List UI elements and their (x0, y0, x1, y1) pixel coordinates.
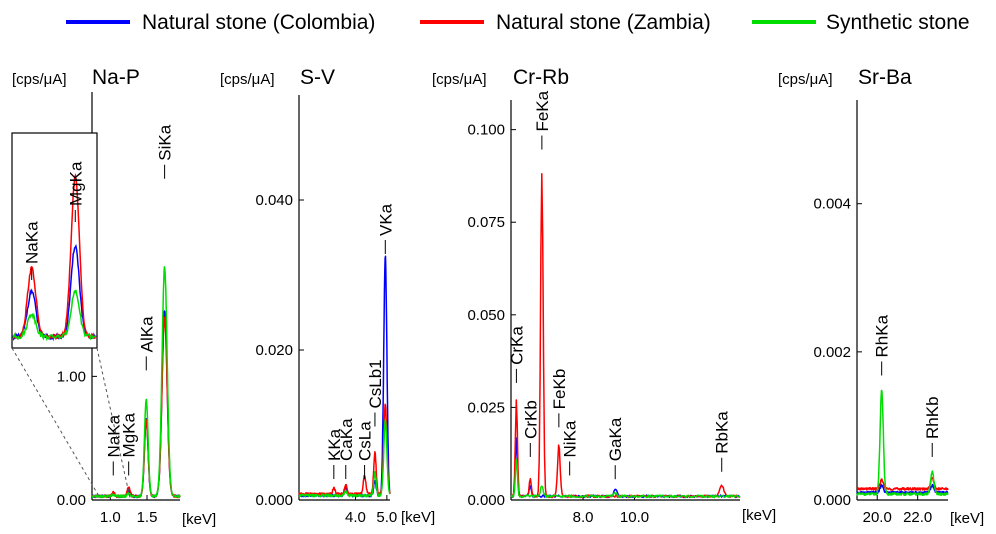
peak-label: VKa (376, 203, 395, 236)
peak-label: NiKa (561, 420, 580, 457)
panel-cr-rb-kev: [keV] (742, 507, 776, 524)
spectrum-line (856, 389, 949, 497)
y-tick-label: 0.025 (467, 399, 505, 416)
panel-sr-ba: [cps/μA] Sr-Ba 0.000 0.002 0.004 20.0 22.0 Rh… (778, 66, 984, 527)
panel-na-p-inset: NaKa MgKa (11, 132, 131, 499)
spectrum-line (511, 173, 741, 499)
spectrum-line (91, 266, 181, 499)
y-tick-label: 0.000 (255, 492, 293, 509)
y-tick-label: 0.100 (467, 122, 505, 139)
y-tick-label: 0.075 (467, 214, 505, 231)
panel-na-p-title: Na-P (92, 66, 140, 89)
y-tick-label: 0.002 (813, 344, 851, 361)
y-tick-label: 0.000 (467, 492, 505, 509)
panel-s-v: [cps/μA] S-V 0.000 0.020 0.040 4.0 5.0 KKaCaK… (220, 66, 435, 526)
peak-label: CrKb (521, 400, 540, 439)
panel-na-p-unit: [cps/μA] (12, 71, 67, 88)
y-tick-label: 0.020 (255, 342, 293, 359)
peak-label: RhKa (873, 314, 892, 357)
panel-s-v-kev: [keV] (401, 509, 435, 526)
peak-label: CsLb1 (366, 359, 385, 408)
peak-label: CaKa (337, 418, 356, 461)
panel-cr-rb-title: Cr-Rb (513, 66, 569, 89)
x-tick-label: 4.0 (345, 509, 366, 526)
inset-connector-left (11, 347, 101, 499)
legend-label-synthetic: Synthetic stone (826, 11, 970, 34)
panel-na-p-kev: [keV] (182, 511, 216, 528)
y-tick-label: 1.00 (57, 368, 86, 385)
panel-na-p: [cps/μA] Na-P 0.001.001.0 1.5NaKaMgKaAlKa… (12, 66, 216, 528)
legend-label-zambia: Natural stone (Zambia) (496, 11, 711, 34)
inset-peak-label: MgKa (66, 161, 85, 206)
x-tick-label: 8.0 (573, 509, 594, 526)
x-tick-label: 10.0 (620, 509, 649, 526)
y-tick-label: 0.050 (467, 307, 505, 324)
inset-peak-label: NaKa (23, 221, 42, 264)
panel-cr-rb: [cps/μA] Cr-Rb 0.000 0.025 0.050 0.075 0.100… (432, 66, 776, 526)
inset-spectrum-line (12, 173, 97, 341)
y-tick-label: 0.000 (813, 492, 851, 509)
peak-label: AlKa (137, 316, 156, 352)
x-tick-label: 1.0 (100, 509, 121, 526)
inset-spectrum-line (12, 289, 97, 342)
panel-s-v-title: S-V (300, 66, 335, 89)
peak-label: FeKa (533, 90, 552, 131)
panel-s-v-unit: [cps/μA] (220, 71, 275, 88)
y-tick-label: 0.040 (255, 192, 293, 209)
x-tick-label: 20.0 (863, 509, 892, 526)
inset-plot: NaKa MgKa (12, 161, 97, 342)
peak-label: RbKa (713, 411, 732, 454)
peak-label: FeKb (550, 369, 569, 410)
spectrum-line (510, 458, 741, 499)
x-tick-label: 1.5 (137, 509, 158, 526)
x-tick-label: 22.0 (903, 509, 932, 526)
panel-cr-rb-plot: 0.000 0.025 0.050 0.075 0.100 8.0 10.0 CrKa CrKb… (467, 90, 741, 526)
peak-label: RhKb (923, 396, 942, 439)
peak-label: KKa (325, 428, 344, 461)
panel-sr-ba-unit: [cps/μA] (778, 71, 833, 88)
peak-label: CsLa (356, 421, 375, 461)
panel-sr-ba-kev: [keV] (950, 510, 984, 527)
panel-sr-ba-plot: 0.000 0.002 0.004 20.0 22.0 RhKa RhKb (813, 196, 949, 526)
y-tick-label: 0.00 (57, 492, 86, 509)
peak-label: MgKa (120, 412, 139, 457)
spectrum-line (298, 419, 391, 498)
peak-label: NaKa (104, 414, 123, 457)
y-tick-label: 0.004 (813, 196, 851, 213)
peak-label: CrKa (507, 326, 526, 365)
peak-label: SiKa (156, 124, 175, 160)
peak-label: GaKa (606, 417, 625, 461)
panel-cr-rb-unit: [cps/μA] (432, 71, 487, 88)
legend-label-colombia: Natural stone (Colombia) (142, 11, 375, 34)
legend: Natural stone (Colombia) Natural stone (… (66, 11, 970, 34)
x-tick-label: 5.0 (376, 509, 397, 526)
inset-connector-right (96, 347, 131, 499)
panel-sr-ba-title: Sr-Ba (858, 66, 912, 89)
